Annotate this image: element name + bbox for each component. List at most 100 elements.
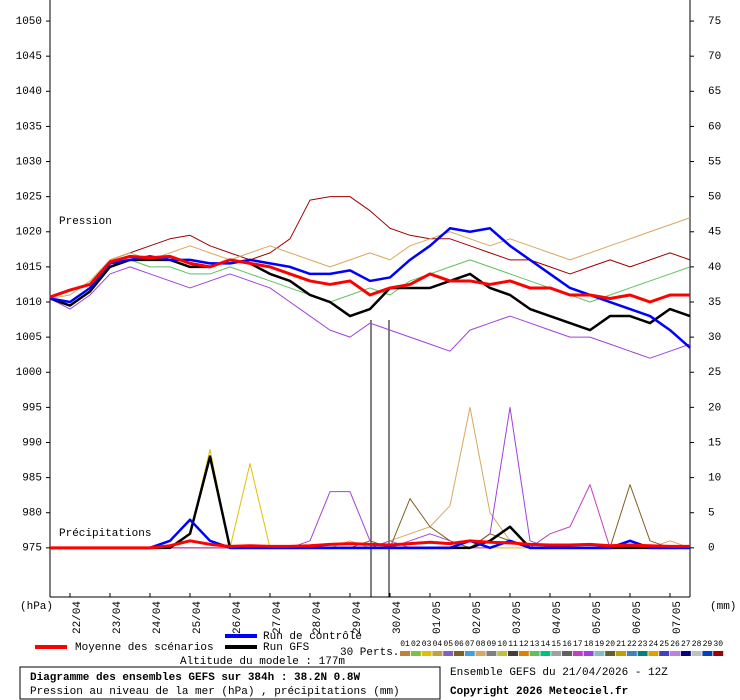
y-tick-label: 1000 xyxy=(16,367,42,379)
y-tick-label: 1015 xyxy=(16,262,42,274)
member-label: 07 xyxy=(465,640,475,649)
member-label: 12 xyxy=(519,640,529,649)
x-tick-label: 29/04 xyxy=(352,601,364,634)
x-tick-label: 04/05 xyxy=(552,601,564,634)
member-label: 09 xyxy=(487,640,497,649)
member-label: 21 xyxy=(616,640,626,649)
run-label: Ensemble GEFS du 21/04/2026 - 12Z xyxy=(450,667,668,679)
y2-tick-label: 5 xyxy=(708,508,715,520)
member-label: 30 xyxy=(713,640,723,649)
perts-label: 30 Perts. xyxy=(340,647,399,659)
series-line xyxy=(50,539,690,550)
y-tick-label: 985 xyxy=(22,473,42,485)
y2-tick-label: 50 xyxy=(708,192,721,204)
member-swatch xyxy=(594,651,605,656)
member-swatch xyxy=(691,651,702,656)
x-tick-label: 25/04 xyxy=(192,601,204,634)
member-swatch xyxy=(572,651,583,656)
member-label: 23 xyxy=(638,640,648,649)
member-label: 03 xyxy=(422,640,432,649)
member-label: 19 xyxy=(595,640,605,649)
member-label: 15 xyxy=(551,640,561,649)
member-swatch xyxy=(540,651,551,656)
member-label: 29 xyxy=(703,640,713,649)
y-tick-label: 1025 xyxy=(16,192,42,204)
member-label: 16 xyxy=(562,640,572,649)
member-label: 05 xyxy=(443,640,453,649)
legend-label: Run GFS xyxy=(263,642,310,654)
x-tick-label: 02/05 xyxy=(472,601,484,634)
y2-tick-label: 15 xyxy=(708,437,721,449)
member-swatch xyxy=(680,651,691,656)
series-line xyxy=(49,259,691,303)
member-label: 01 xyxy=(400,640,410,649)
member-swatch xyxy=(421,651,432,656)
member-swatch xyxy=(551,651,562,656)
series-line xyxy=(49,258,691,332)
x-tick-label: 05/05 xyxy=(592,601,604,634)
chart-subtitle: Pression au niveau de la mer (hPa) , pré… xyxy=(30,686,400,698)
member-label: 28 xyxy=(692,640,702,649)
y-tick-label: 980 xyxy=(22,508,42,520)
series-line xyxy=(49,254,690,304)
y-tick-label: 1050 xyxy=(16,16,42,28)
legend-label: Moyenne des scénarios xyxy=(75,642,214,654)
x-tick-label: 24/04 xyxy=(152,601,164,634)
member-swatch xyxy=(475,651,486,656)
member-label: 04 xyxy=(433,640,443,649)
series-line xyxy=(49,196,691,303)
member-label: 18 xyxy=(584,640,594,649)
x-tick-label: 06/05 xyxy=(632,601,644,634)
member-label: 10 xyxy=(497,640,507,649)
series-line xyxy=(49,266,691,359)
y2-tick-label: 45 xyxy=(708,227,721,239)
copyright: Copyright 2026 Meteociel.fr xyxy=(450,686,628,698)
y-tick-label: 1020 xyxy=(16,227,42,239)
member-swatch xyxy=(605,651,616,656)
member-label: 14 xyxy=(541,640,551,649)
y2-tick-label: 10 xyxy=(708,473,721,485)
series-line xyxy=(50,518,690,550)
y2-tick-label: 40 xyxy=(708,262,721,274)
member-label: 22 xyxy=(627,640,637,649)
y2-unit: (mm) xyxy=(710,601,736,613)
y-tick-label: 990 xyxy=(22,437,42,449)
member-label: 13 xyxy=(530,640,540,649)
y2-tick-label: 30 xyxy=(708,332,721,344)
member-label: 17 xyxy=(573,640,583,649)
y2-tick-label: 60 xyxy=(708,121,721,133)
member-swatch xyxy=(626,651,637,656)
member-swatch xyxy=(508,651,518,656)
member-swatch xyxy=(648,651,659,656)
x-tick-label: 30/04 xyxy=(392,601,404,634)
y2-tick-label: 25 xyxy=(708,367,721,379)
y-tick-label: 995 xyxy=(22,402,42,414)
y-tick-label: 975 xyxy=(22,543,42,555)
member-swatch xyxy=(583,651,594,656)
member-label: 08 xyxy=(476,640,486,649)
member-swatch xyxy=(486,651,497,656)
x-tick-label: 01/05 xyxy=(432,601,444,634)
member-label: 20 xyxy=(605,640,615,649)
x-tick-label: 28/04 xyxy=(312,601,324,634)
member-swatch xyxy=(529,651,540,656)
member-swatch xyxy=(713,651,724,656)
x-tick-label: 22/04 xyxy=(72,601,84,634)
x-tick-label: 23/04 xyxy=(112,601,124,634)
y2-tick-label: 55 xyxy=(708,156,721,168)
member-swatch xyxy=(659,651,670,656)
member-label: 27 xyxy=(681,640,691,649)
y-tick-label: 1010 xyxy=(16,297,42,309)
y2-tick-label: 70 xyxy=(708,51,721,63)
y2-tick-label: 0 xyxy=(708,543,715,555)
member-swatch xyxy=(497,651,508,656)
member-swatch xyxy=(637,651,648,656)
member-swatch xyxy=(443,651,454,656)
member-label: 11 xyxy=(508,640,518,649)
y-tick-label: 1035 xyxy=(16,121,42,133)
legend-label: Run de contrôle xyxy=(263,631,362,643)
member-swatch xyxy=(616,651,626,656)
y2-tick-label: 65 xyxy=(708,86,721,98)
x-tick-label: 07/05 xyxy=(672,601,684,634)
